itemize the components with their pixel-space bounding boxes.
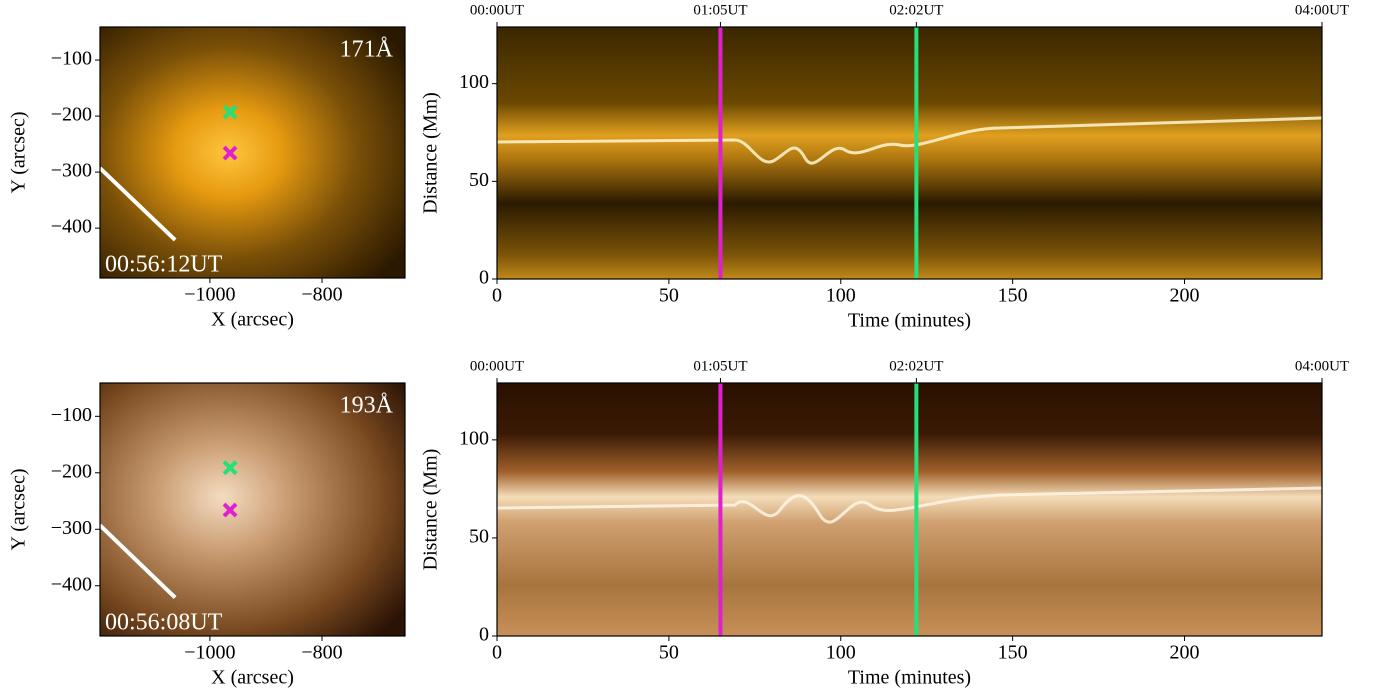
x-tick-label: 100 xyxy=(826,285,856,307)
axes-frame xyxy=(496,26,1323,280)
wavelength-label: 171Å xyxy=(340,37,394,63)
top-tick-label: 01:05UT xyxy=(693,358,747,374)
marker xyxy=(222,145,238,161)
axes-frame xyxy=(99,26,406,279)
y-tick-label: 100 xyxy=(459,427,489,449)
top-tick-label: 00:00UT xyxy=(470,2,524,18)
x-tick-label: −1000 xyxy=(184,642,235,664)
time-label: 00:56:12UT xyxy=(105,252,223,278)
x-tick-label: 50 xyxy=(659,642,679,664)
marker xyxy=(222,460,238,476)
y-tick-label: −200 xyxy=(51,104,92,126)
x-tick-label: −800 xyxy=(301,642,342,664)
y-tick-label: −400 xyxy=(51,573,92,595)
time-label: 00:56:08UT xyxy=(105,610,223,636)
bright-thread xyxy=(496,116,1323,165)
top-tick-label: 01:05UT xyxy=(693,2,747,18)
y-axis-label: Distance (Mm) xyxy=(420,92,442,214)
marker xyxy=(222,502,238,518)
x-axis-label: X (arcsec) xyxy=(211,667,294,689)
euv-image xyxy=(100,27,405,278)
top-tick-label: 04:00UT xyxy=(1295,2,1349,18)
top-tick-label: 04:00UT xyxy=(1295,358,1349,374)
x-tick-label: −1000 xyxy=(184,284,235,306)
y-axis-label: Y (arcsec) xyxy=(8,469,30,551)
euv-image xyxy=(100,383,405,636)
marker xyxy=(222,104,238,120)
y-tick-label: 100 xyxy=(459,71,489,93)
wavelength-label: 193Å xyxy=(340,393,394,419)
y-tick-label: −100 xyxy=(51,404,92,426)
y-tick-label: −300 xyxy=(51,160,92,182)
y-tick-label: −300 xyxy=(51,517,92,539)
x-tick-label: −800 xyxy=(301,284,342,306)
axes-frame xyxy=(99,382,406,637)
y-tick-label: 0 xyxy=(479,624,489,646)
y-axis-label: Distance (Mm) xyxy=(420,449,442,571)
y-tick-label: 50 xyxy=(469,526,489,548)
top-tick-label: 00:00UT xyxy=(470,358,524,374)
x-tick-label: 0 xyxy=(492,285,502,307)
y-tick-label: −200 xyxy=(51,460,92,482)
x-axis-label: Time (minutes) xyxy=(848,310,971,332)
y-tick-label: −400 xyxy=(51,216,92,238)
x-tick-label: 150 xyxy=(998,285,1028,307)
x-axis-label: Time (minutes) xyxy=(848,667,971,689)
top-tick-label: 02:02UT xyxy=(889,358,943,374)
slit xyxy=(98,166,177,242)
bright-thread xyxy=(496,486,1323,524)
y-tick-label: 50 xyxy=(469,169,489,191)
y-axis-label: Y (arcsec) xyxy=(8,112,30,194)
x-tick-label: 200 xyxy=(1170,285,1200,307)
axes-frame xyxy=(496,382,1323,637)
x-axis-label: X (arcsec) xyxy=(211,309,294,331)
x-tick-label: 200 xyxy=(1170,642,1200,664)
time-distance-image xyxy=(497,27,1322,279)
y-tick-label: −100 xyxy=(51,48,92,70)
x-tick-label: 0 xyxy=(492,642,502,664)
y-tick-label: 0 xyxy=(479,267,489,289)
top-tick-label: 02:02UT xyxy=(889,2,943,18)
x-tick-label: 150 xyxy=(998,642,1028,664)
x-tick-label: 100 xyxy=(826,642,856,664)
x-tick-label: 50 xyxy=(659,285,679,307)
slit xyxy=(98,523,177,600)
